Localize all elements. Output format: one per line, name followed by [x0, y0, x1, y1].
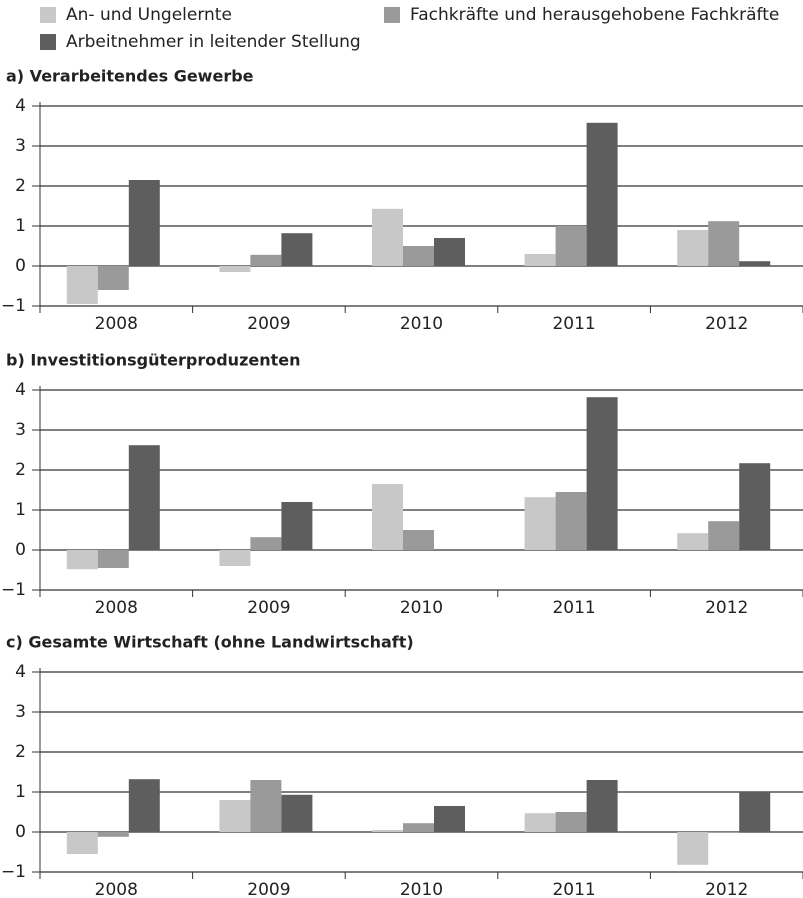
bar	[66, 832, 98, 854]
x-tick-label: 2011	[552, 314, 595, 334]
y-tick-label: 3	[15, 136, 26, 156]
bar	[66, 266, 98, 304]
x-tick-label: 2009	[247, 598, 290, 618]
bar	[219, 800, 251, 832]
bar	[403, 530, 434, 550]
bar	[281, 502, 313, 550]
legend-swatch	[40, 7, 56, 23]
y-tick-label: 2	[15, 176, 26, 196]
bar	[219, 266, 251, 272]
bar	[586, 122, 618, 266]
y-tick-label: 2	[15, 460, 26, 480]
bar	[739, 792, 771, 832]
x-tick-label: 2011	[552, 880, 595, 898]
legend-swatch	[40, 34, 56, 50]
x-tick-label: 2009	[247, 880, 290, 898]
bar	[708, 521, 740, 550]
y-tick-label: 1	[15, 782, 26, 802]
legend-swatch	[384, 7, 400, 23]
x-tick-label: 2008	[95, 598, 138, 618]
y-tick-label: 1	[15, 500, 26, 520]
y-tick-label: 4	[15, 662, 26, 682]
legend-label: An- und Ungelernte	[66, 5, 232, 25]
bar	[586, 397, 618, 550]
bar	[434, 806, 465, 832]
bar	[250, 537, 282, 550]
bar	[708, 221, 740, 266]
y-tick-label: 3	[15, 420, 26, 440]
x-tick-label: 2012	[705, 598, 748, 618]
bar	[524, 813, 556, 832]
bar	[739, 463, 771, 550]
bar	[250, 780, 282, 832]
x-tick-label: 2008	[95, 880, 138, 898]
bar	[555, 226, 587, 266]
bar	[372, 208, 403, 266]
x-tick-label: 2010	[400, 880, 443, 898]
x-tick-label: 2010	[400, 314, 443, 334]
x-tick-label: 2008	[95, 314, 138, 334]
bar	[281, 233, 313, 266]
bar	[677, 230, 709, 266]
bar	[97, 266, 129, 290]
bar	[708, 832, 740, 833]
bar	[128, 445, 160, 550]
bar	[128, 180, 160, 266]
y-tick-label: 2	[15, 742, 26, 762]
bar	[524, 254, 556, 266]
y-tick-label: 0	[15, 822, 26, 842]
y-tick-label: 0	[15, 540, 26, 560]
bar	[677, 533, 709, 550]
bar	[281, 794, 313, 832]
bar	[434, 238, 465, 266]
bar	[66, 550, 98, 570]
bar	[555, 492, 587, 550]
bar	[403, 823, 434, 832]
y-tick-label: −1	[1, 580, 26, 600]
bar	[250, 254, 282, 266]
bar	[372, 830, 403, 832]
bar	[739, 261, 771, 266]
x-tick-label: 2012	[705, 880, 748, 898]
y-tick-label: 1	[15, 216, 26, 236]
legend-label: Arbeitnehmer in leitender Stellung	[66, 32, 361, 52]
panel-title: b) Investitionsgüterproduzenten	[6, 351, 301, 370]
y-tick-label: 0	[15, 256, 26, 276]
bar	[403, 246, 434, 266]
bar	[677, 832, 709, 865]
y-tick-label: −1	[1, 862, 26, 882]
y-tick-label: 3	[15, 702, 26, 722]
x-tick-label: 2010	[400, 598, 443, 618]
bar	[555, 812, 587, 832]
panel-title: a) Verarbeitendes Gewerbe	[6, 67, 254, 86]
bar	[128, 779, 160, 832]
bar	[97, 550, 129, 568]
x-tick-label: 2012	[705, 314, 748, 334]
y-tick-label: −1	[1, 296, 26, 316]
bar	[524, 497, 556, 550]
bar	[586, 780, 618, 832]
panel-title: c) Gesamte Wirtschaft (ohne Landwirtscha…	[6, 633, 414, 652]
bar	[97, 832, 129, 837]
bar	[219, 550, 251, 566]
bar	[372, 484, 403, 550]
legend-label: Fachkräfte und herausgehobene Fachkräfte	[410, 5, 779, 25]
x-tick-label: 2009	[247, 314, 290, 334]
y-tick-label: 4	[15, 96, 26, 116]
y-tick-label: 4	[15, 380, 26, 400]
x-tick-label: 2011	[552, 598, 595, 618]
